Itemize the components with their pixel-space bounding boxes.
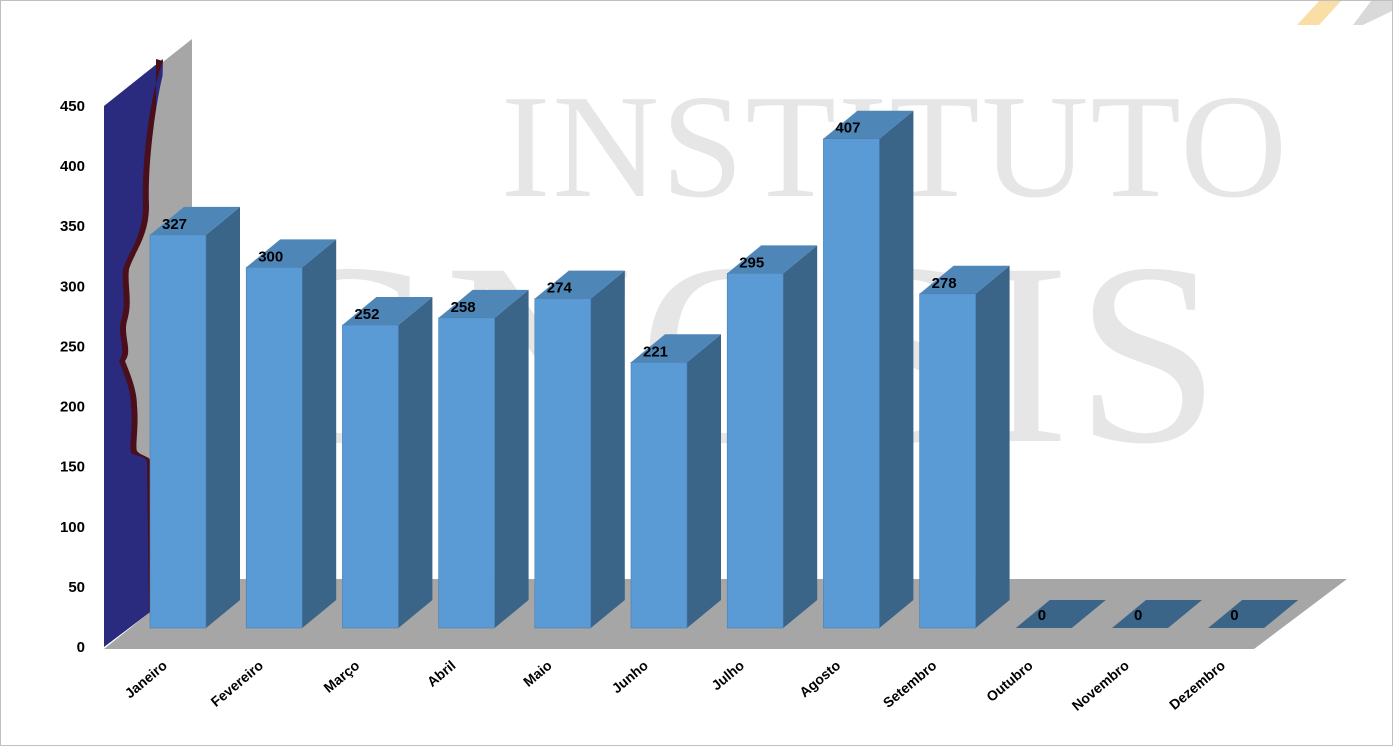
bar-front bbox=[534, 298, 592, 629]
bar-side bbox=[494, 289, 529, 628]
data-label: 278 bbox=[932, 275, 957, 292]
bar-side bbox=[590, 270, 625, 628]
y-tick-label: 0 bbox=[77, 639, 85, 656]
bar-top bbox=[534, 270, 625, 299]
x-category-label: Abril bbox=[424, 657, 459, 690]
x-category-label: Dezembro bbox=[1166, 657, 1228, 713]
y-tick-label: 350 bbox=[60, 218, 85, 235]
data-label: 295 bbox=[739, 254, 764, 271]
bar: 221 bbox=[630, 334, 721, 629]
bar-top bbox=[919, 265, 1010, 294]
category-labels: Janeiro Fevereiro Março Abril Maio Junho Julho… bbox=[121, 657, 1228, 714]
bar-side bbox=[687, 334, 721, 628]
x-category-label: Março bbox=[320, 657, 362, 696]
bar: 0 bbox=[1208, 600, 1299, 628]
x-category-label: Agosto bbox=[796, 657, 843, 700]
bar-top bbox=[438, 289, 529, 318]
bar-side bbox=[879, 110, 914, 628]
bar-top bbox=[150, 206, 240, 235]
x-category-label: Maio bbox=[520, 657, 555, 690]
bar-side bbox=[398, 297, 433, 628]
data-label: 258 bbox=[451, 299, 476, 316]
bar-front bbox=[342, 324, 399, 629]
y-tick-label: 250 bbox=[60, 338, 85, 355]
bar-side bbox=[206, 206, 240, 628]
bar-front bbox=[438, 317, 495, 629]
data-label: 407 bbox=[835, 120, 860, 137]
bar: 300 bbox=[245, 239, 337, 629]
data-label: 300 bbox=[258, 248, 283, 265]
bar-front bbox=[823, 138, 880, 629]
data-label: 252 bbox=[354, 306, 379, 323]
accent-stripe bbox=[1297, 1, 1341, 25]
bar-side bbox=[783, 245, 818, 628]
bar: 327 bbox=[149, 206, 240, 629]
x-category-label: Junho bbox=[608, 657, 650, 696]
y-tick-label: 100 bbox=[60, 519, 85, 536]
bar-top bbox=[1015, 600, 1106, 628]
bar-top bbox=[1208, 600, 1299, 628]
bar: 274 bbox=[534, 270, 625, 629]
data-label: 0 bbox=[1134, 607, 1142, 624]
bar-front bbox=[245, 267, 303, 629]
bar: 295 bbox=[726, 245, 818, 629]
x-category-label: Setembro bbox=[880, 657, 940, 711]
data-label: 274 bbox=[547, 280, 573, 297]
bar: 278 bbox=[919, 265, 1010, 629]
x-category-label: Janeiro bbox=[121, 657, 169, 701]
data-label: 0 bbox=[1038, 607, 1046, 624]
x-category-label: Julho bbox=[708, 657, 747, 693]
accent-stripe-grey bbox=[1353, 1, 1392, 25]
bar-top bbox=[631, 334, 721, 363]
bar-front bbox=[919, 293, 976, 629]
bar: 252 bbox=[342, 297, 433, 629]
data-label: 0 bbox=[1230, 607, 1238, 624]
bar-front bbox=[149, 234, 207, 629]
y-tick-label: 200 bbox=[60, 399, 85, 416]
bar-front bbox=[726, 273, 784, 629]
bar-top bbox=[1112, 600, 1202, 628]
bar: 258 bbox=[438, 289, 529, 629]
bar: 0 bbox=[1112, 600, 1202, 628]
bar-top bbox=[342, 297, 433, 326]
bar-side bbox=[302, 239, 337, 629]
data-label: 221 bbox=[643, 343, 668, 360]
y-tick-label: 50 bbox=[68, 579, 85, 596]
x-category-label: Outubro bbox=[983, 657, 1036, 705]
bar: 407 bbox=[823, 110, 914, 629]
bar-side bbox=[975, 265, 1010, 628]
bar-series: 327 300 252 258 274 221 295 407 278 0 0 0 bbox=[149, 110, 1299, 629]
data-label: 327 bbox=[162, 216, 187, 233]
y-tick-label: 450 bbox=[60, 98, 85, 115]
bar-top bbox=[823, 110, 914, 139]
y-tick-label: 150 bbox=[60, 459, 85, 476]
x-category-label: Novembro bbox=[1069, 657, 1132, 714]
x-category-label: Fevereiro bbox=[208, 657, 267, 710]
bar-top bbox=[727, 245, 818, 274]
bar-front bbox=[630, 362, 688, 629]
y-tick-label: 400 bbox=[60, 158, 85, 175]
bar-top bbox=[246, 239, 337, 268]
y-tick-label: 300 bbox=[60, 278, 85, 295]
y-axis: 0 50 100 150 200 250 300 350 400 450 bbox=[60, 98, 85, 656]
bar: 0 bbox=[1015, 600, 1106, 628]
